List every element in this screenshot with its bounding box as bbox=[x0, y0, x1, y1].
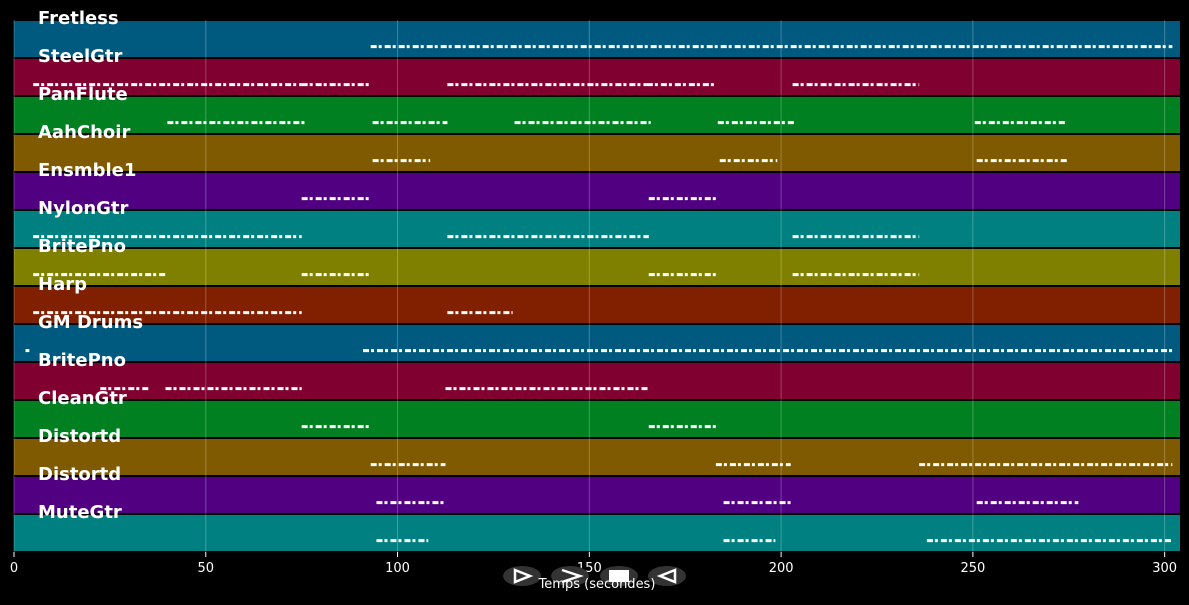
track-band bbox=[14, 325, 1180, 361]
x-axis-label: Temps (secondes) bbox=[538, 577, 656, 592]
play-button[interactable] bbox=[503, 566, 541, 586]
track-band bbox=[14, 211, 1180, 247]
track-band bbox=[14, 439, 1180, 475]
track-name: PanFlute bbox=[38, 84, 128, 105]
track-band bbox=[14, 97, 1180, 133]
track-band bbox=[14, 363, 1180, 399]
track-band bbox=[14, 401, 1180, 437]
track-name: Harp bbox=[38, 274, 87, 295]
track-name: Ensmble1 bbox=[38, 160, 136, 181]
player-controls bbox=[503, 566, 686, 586]
track-band bbox=[14, 173, 1180, 209]
track-band bbox=[14, 477, 1180, 513]
rewind-icon bbox=[656, 568, 677, 584]
track-band bbox=[14, 249, 1180, 285]
track-name: NylonGtr bbox=[38, 198, 129, 219]
track-band bbox=[14, 287, 1180, 323]
track-name: GM Drums bbox=[38, 312, 143, 333]
track-name: BritePno bbox=[38, 350, 126, 371]
track-name: Distortd bbox=[38, 464, 121, 485]
track-name: Distortd bbox=[38, 426, 121, 447]
x-tick-label: 300 bbox=[1152, 561, 1177, 576]
track-band bbox=[14, 21, 1180, 57]
forward-button[interactable] bbox=[551, 566, 589, 586]
track-name: CleanGtr bbox=[38, 388, 127, 409]
x-tick-label: 250 bbox=[960, 561, 985, 576]
x-tick-label: 50 bbox=[198, 561, 215, 576]
rewind-button[interactable] bbox=[648, 566, 686, 586]
track-band bbox=[14, 59, 1180, 95]
track-name: Fretless bbox=[38, 8, 119, 29]
forward-icon bbox=[561, 568, 584, 584]
track-name: BritePno bbox=[38, 236, 126, 257]
track-name: MuteGtr bbox=[38, 502, 122, 523]
play-icon bbox=[513, 568, 534, 584]
x-tick-label: 100 bbox=[385, 561, 410, 576]
track-name: SteelGtr bbox=[38, 46, 123, 67]
track-band bbox=[14, 135, 1180, 171]
stop-icon bbox=[609, 570, 629, 582]
track-band bbox=[14, 515, 1180, 551]
track-name: AahChoir bbox=[38, 122, 130, 143]
x-tick-label: 200 bbox=[769, 561, 794, 576]
x-tick-label: 0 bbox=[10, 561, 18, 576]
